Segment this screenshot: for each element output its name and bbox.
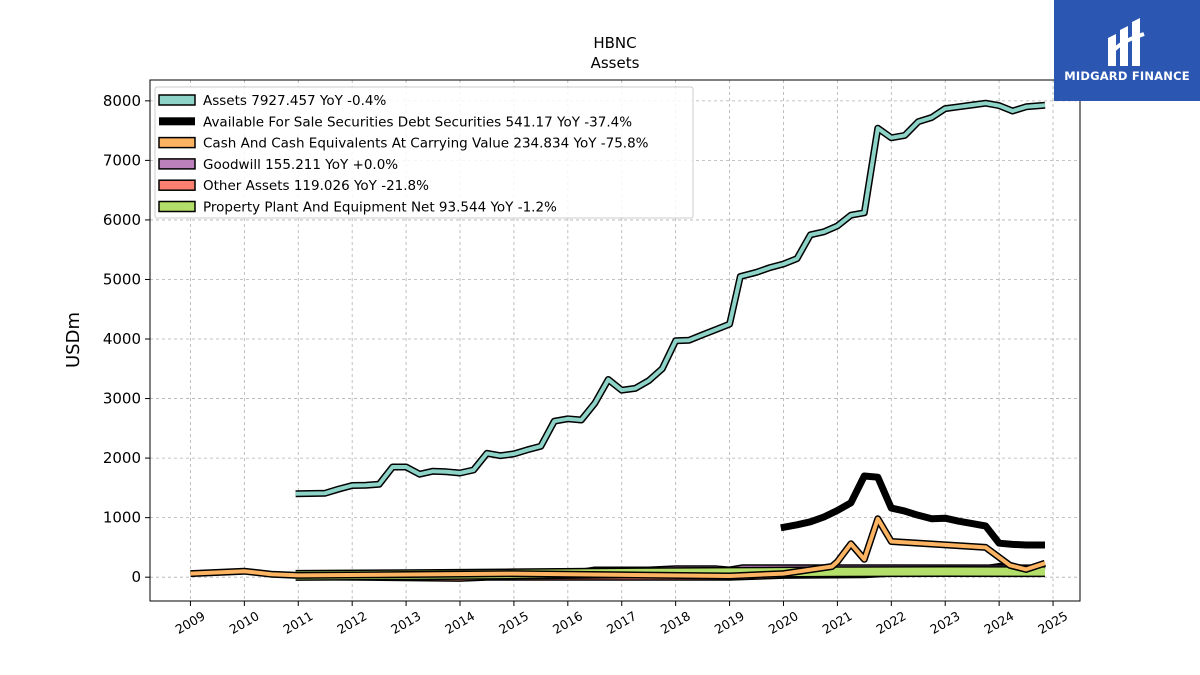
legend-label: Other Assets 119.026 YoY -21.8% (203, 178, 429, 194)
legend-label: Goodwill 155.211 YoY +0.0% (203, 157, 398, 173)
x-tick-label: 2010 (227, 608, 262, 637)
y-tick-label: 1000 (103, 509, 141, 527)
legend-swatch (158, 158, 196, 170)
x-tick-label: 2018 (658, 608, 693, 637)
x-tick-label: 2016 (550, 608, 585, 637)
legend: Assets 7927.457 YoY -0.4% Available For S… (154, 86, 694, 219)
x-tick-label: 2011 (280, 608, 315, 637)
x-tick-label: 2015 (496, 608, 531, 637)
legend-swatch (158, 136, 196, 149)
x-tick-label: 2024 (981, 608, 1016, 637)
y-axis: 0 1000 2000 3000 4000 5000 6000 7000 8000 (103, 92, 150, 586)
series-line-cash-and-cash-equivalents-at-carrying-value (190, 516, 1046, 578)
x-axis: 2009 2010 2011 2012 2013 2014 2015 2016 2017 2018… (173, 601, 1070, 637)
legend-label: Assets 7927.457 YoY -0.4% (203, 93, 387, 109)
x-tick-label: 2014 (442, 608, 477, 637)
legend-box (154, 86, 694, 219)
y-axis-label: USDm (63, 312, 84, 368)
series-line-assets (295, 101, 1046, 496)
x-tick-label: 2013 (388, 608, 423, 637)
legend-swatch (158, 94, 196, 106)
y-tick-label: 2000 (103, 449, 141, 467)
y-tick-label: 0 (131, 568, 141, 586)
chart-subtitle: Assets (591, 54, 640, 72)
y-tick-label: 3000 (103, 390, 141, 408)
plot-frame (149, 79, 1081, 602)
x-tick-label: 2012 (334, 608, 369, 637)
y-tick-label: 8000 (103, 92, 141, 110)
y-tick-label: 7000 (103, 151, 141, 169)
x-tick-label: 2020 (766, 608, 801, 637)
x-tick-label: 2021 (820, 608, 855, 637)
series-line-available-for-sale-securities-debt-securities (780, 472, 1045, 549)
brand-mark-icon (1108, 18, 1145, 66)
x-tick-label: 2025 (1035, 608, 1070, 637)
series-layer (190, 99, 1047, 582)
chart-title: HBNC (593, 34, 636, 52)
y-tick-label: 4000 (103, 330, 141, 348)
x-tick-label: 2019 (712, 608, 747, 637)
brand-logo: MIDGARD FINANCE (1054, 0, 1200, 101)
legend-swatch (159, 117, 195, 126)
x-tick-label: 2009 (173, 608, 208, 637)
x-tick-label: 2017 (604, 608, 639, 637)
brand-name: MIDGARD FINANCE (1064, 69, 1190, 83)
y-tick-label: 5000 (103, 270, 141, 288)
legend-label: Property Plant And Equipment Net 93.544 … (203, 200, 557, 216)
legend-swatch (158, 200, 196, 213)
x-tick-label: 2023 (927, 608, 962, 637)
legend-swatch (158, 179, 196, 191)
legend-label: Available For Sale Securities Debt Secur… (203, 114, 632, 130)
legend-label: Cash And Cash Equivalents At Carrying Va… (203, 136, 649, 152)
y-tick-label: 6000 (103, 211, 141, 229)
x-tick-label: 2022 (874, 608, 909, 637)
